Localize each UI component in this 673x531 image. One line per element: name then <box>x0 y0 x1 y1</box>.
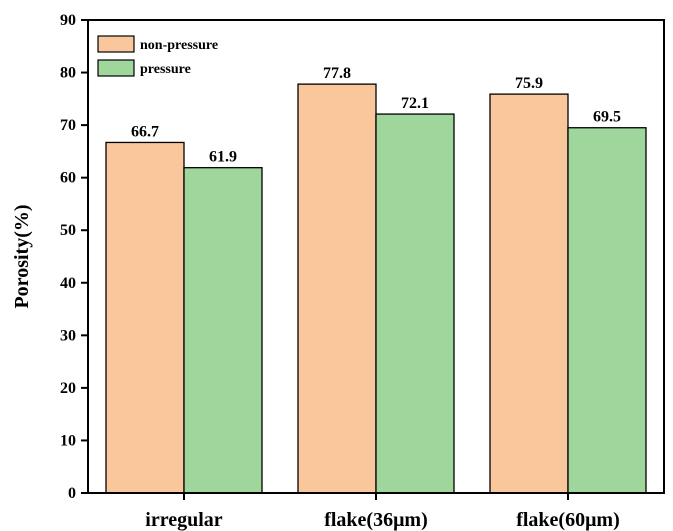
value-label: 75.9 <box>515 75 543 92</box>
y-axis-label: Porosity(%) <box>11 204 33 308</box>
value-label: 77.8 <box>323 65 351 82</box>
bar-pressure-2 <box>567 127 647 494</box>
legend-swatch-pressure <box>97 59 135 77</box>
y-tick-label: 20 <box>60 380 76 397</box>
value-label: 69.5 <box>593 109 621 126</box>
value-label: 72.1 <box>401 95 429 112</box>
legend-label-non-pressure: non-pressure <box>140 38 218 53</box>
x-tick-label: flake(60μm) <box>516 509 620 531</box>
legend-swatch-non-pressure <box>97 35 135 53</box>
y-tick-label: 30 <box>60 327 76 344</box>
bar-non-pressure-0 <box>105 141 185 494</box>
value-labels: 66.7 61.9 77.8 72.1 75.9 69.5 <box>131 65 621 166</box>
x-axis-ticks: irregular flake(36μm) flake(60μm) <box>145 493 620 531</box>
bar-pressure-1 <box>375 113 455 494</box>
x-tick-label: flake(36μm) <box>324 509 428 531</box>
bar-non-pressure-1 <box>297 83 377 494</box>
y-tick-label: 50 <box>60 222 76 239</box>
bar-pressure-0 <box>183 167 263 494</box>
legend: non-pressure pressure <box>97 35 218 77</box>
y-tick-label: 90 <box>60 12 76 29</box>
value-label: 66.7 <box>131 123 159 140</box>
y-tick-label: 80 <box>60 65 76 82</box>
bars <box>105 83 647 494</box>
legend-label-pressure: pressure <box>140 62 191 77</box>
plot-frame <box>87 19 665 494</box>
bar-non-pressure-2 <box>489 93 569 494</box>
y-tick-label: 0 <box>68 485 76 502</box>
y-tick-label: 40 <box>60 275 76 292</box>
y-tick-label: 70 <box>60 117 76 134</box>
y-tick-label: 10 <box>60 432 76 449</box>
value-label: 61.9 <box>209 149 237 166</box>
x-tick-label: irregular <box>145 509 223 531</box>
y-axis-ticks: 0 10 20 30 40 50 60 70 80 90 <box>60 12 88 502</box>
y-tick-label: 60 <box>60 170 76 187</box>
